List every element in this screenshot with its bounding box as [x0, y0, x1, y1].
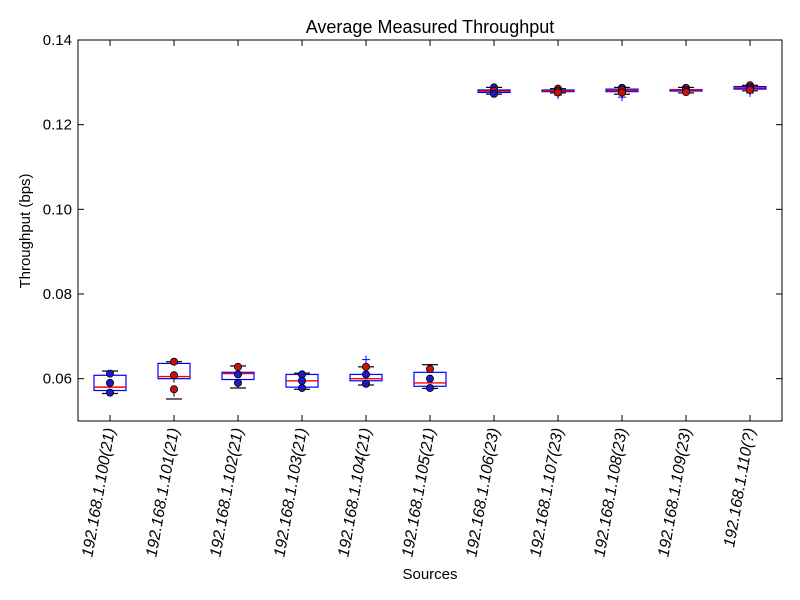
data-point: [106, 369, 115, 378]
data-point: [233, 378, 242, 387]
data-point: [425, 383, 434, 392]
data-point: [169, 385, 178, 394]
data-point: [106, 378, 115, 387]
data-point: [425, 374, 434, 383]
data-point: [425, 364, 434, 373]
data-point: [169, 371, 178, 380]
data-point: [361, 362, 370, 371]
y-axis-label: Throughput (bps): [17, 173, 34, 288]
data-point: [169, 357, 178, 366]
data-point: [361, 370, 370, 379]
y-tick-label: 0.06: [43, 371, 72, 388]
data-point: [746, 85, 755, 94]
chart-title: Average Measured Throughput: [306, 17, 555, 37]
data-point: [554, 88, 563, 97]
data-point: [618, 88, 627, 97]
data-point: [233, 370, 242, 379]
data-point: [489, 89, 498, 98]
data-point: [682, 88, 691, 97]
data-point: [233, 362, 242, 371]
y-tick-label: 0.10: [43, 201, 72, 218]
data-point: [106, 388, 115, 397]
plot-frame: [77, 39, 783, 422]
y-tick-label: 0.12: [43, 117, 72, 134]
y-tick-label: 0.14: [43, 32, 72, 49]
y-tick-label: 0.08: [43, 286, 72, 303]
data-point: [297, 376, 306, 385]
data-point: [297, 383, 306, 392]
x-axis-label: Sources: [402, 566, 457, 583]
data-point: [361, 379, 370, 388]
